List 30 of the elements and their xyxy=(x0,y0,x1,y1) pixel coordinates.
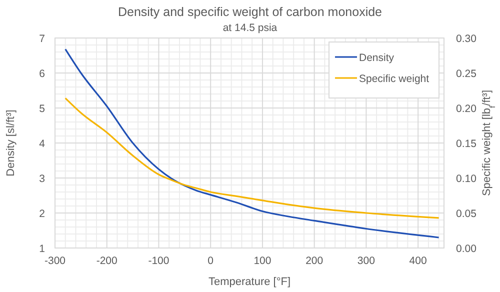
chart-title: Density and specific weight of carbon monoxide xyxy=(118,5,382,19)
y2-tick-label: 0.10 xyxy=(456,173,477,185)
y2-tick-label: 0.00 xyxy=(456,243,477,255)
x-axis-title: Temperature [°F] xyxy=(208,276,291,288)
y-tick-label: 6 xyxy=(39,68,46,80)
x-tick-label: 300 xyxy=(357,255,376,267)
x-tick-label: -300 xyxy=(44,255,66,267)
x-tick-label: 100 xyxy=(254,255,272,267)
y-tick-label: 1 xyxy=(39,243,46,255)
y-tick-label: 7 xyxy=(39,33,46,45)
x-tick-label: 400 xyxy=(409,255,427,267)
y-tick-label: 2 xyxy=(39,208,46,220)
legend-label: Density xyxy=(359,52,395,64)
x-tick-label: 0 xyxy=(208,255,214,267)
y-tick-label: 5 xyxy=(39,103,46,115)
x-tick-label: 200 xyxy=(306,255,324,267)
x-tick-label: -200 xyxy=(96,255,118,267)
y2-tick-label: 0.20 xyxy=(456,103,477,115)
y2-tick-label: 0.15 xyxy=(456,138,477,150)
line-series xyxy=(64,48,440,238)
x-tick-label: -100 xyxy=(148,255,170,267)
line-series xyxy=(64,97,440,219)
y2-tick-label: 0.05 xyxy=(456,208,477,220)
legend-label: Specific weight xyxy=(359,73,430,85)
y-tick-label: 3 xyxy=(39,173,46,185)
y-axis-title: Density [sl/ft³] xyxy=(5,110,17,176)
y2-tick-label: 0.30 xyxy=(456,33,477,45)
y2-tick-label: 0.25 xyxy=(456,68,477,80)
y-tick-label: 4 xyxy=(39,138,46,150)
chart-subtitle: at 14.5 psia xyxy=(222,22,278,34)
